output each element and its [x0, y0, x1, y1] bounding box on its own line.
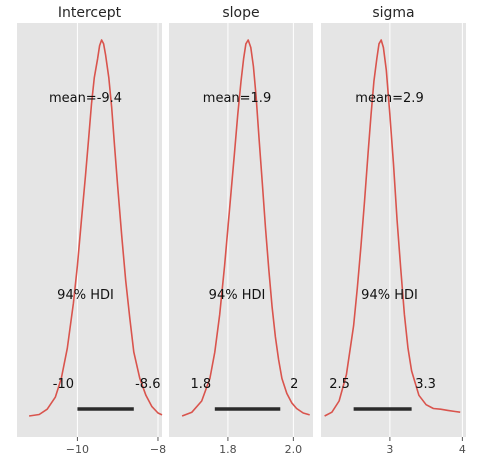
hdi-upper-label: 3.3: [415, 377, 436, 392]
panel-title: sigma: [372, 5, 414, 21]
panel-title: Intercept: [58, 5, 122, 21]
mean-label: mean=2.9: [355, 91, 423, 106]
x-tick-label: 1.8: [219, 443, 237, 456]
mean-label: mean=-9.4: [49, 91, 122, 106]
hdi-lower-label: 1.8: [190, 377, 211, 392]
hdi-lower-label: -10: [53, 377, 74, 392]
x-tick-label: 4: [459, 443, 466, 456]
hdi-lower-label: 2.5: [329, 377, 350, 392]
x-tick-label: −8: [150, 443, 166, 456]
hdi-upper-label: 2: [290, 377, 298, 392]
x-tick-label: 3: [386, 443, 393, 456]
x-tick-label: 2.0: [285, 443, 303, 456]
panel-background: [17, 23, 162, 437]
x-tick-label: −10: [66, 443, 89, 456]
hdi-label: 94% HDI: [209, 288, 266, 303]
panel-slope: 1.8 2.0 slope mean=1.9 94% HDI 1.8 2: [169, 5, 313, 456]
panel-sigma: 3 4 sigma mean=2.9 94% HDI 2.5 3.3: [321, 5, 466, 456]
hdi-label: 94% HDI: [361, 288, 418, 303]
panel-background: [321, 23, 466, 437]
panel-title: slope: [222, 5, 259, 21]
hdi-upper-label: -8.6: [135, 377, 160, 392]
hdi-label: 94% HDI: [57, 288, 114, 303]
panel-intercept: −10 −8 Intercept mean=-9.4 94% HDI -10 -8.6: [17, 5, 166, 456]
mean-label: mean=1.9: [203, 91, 271, 106]
